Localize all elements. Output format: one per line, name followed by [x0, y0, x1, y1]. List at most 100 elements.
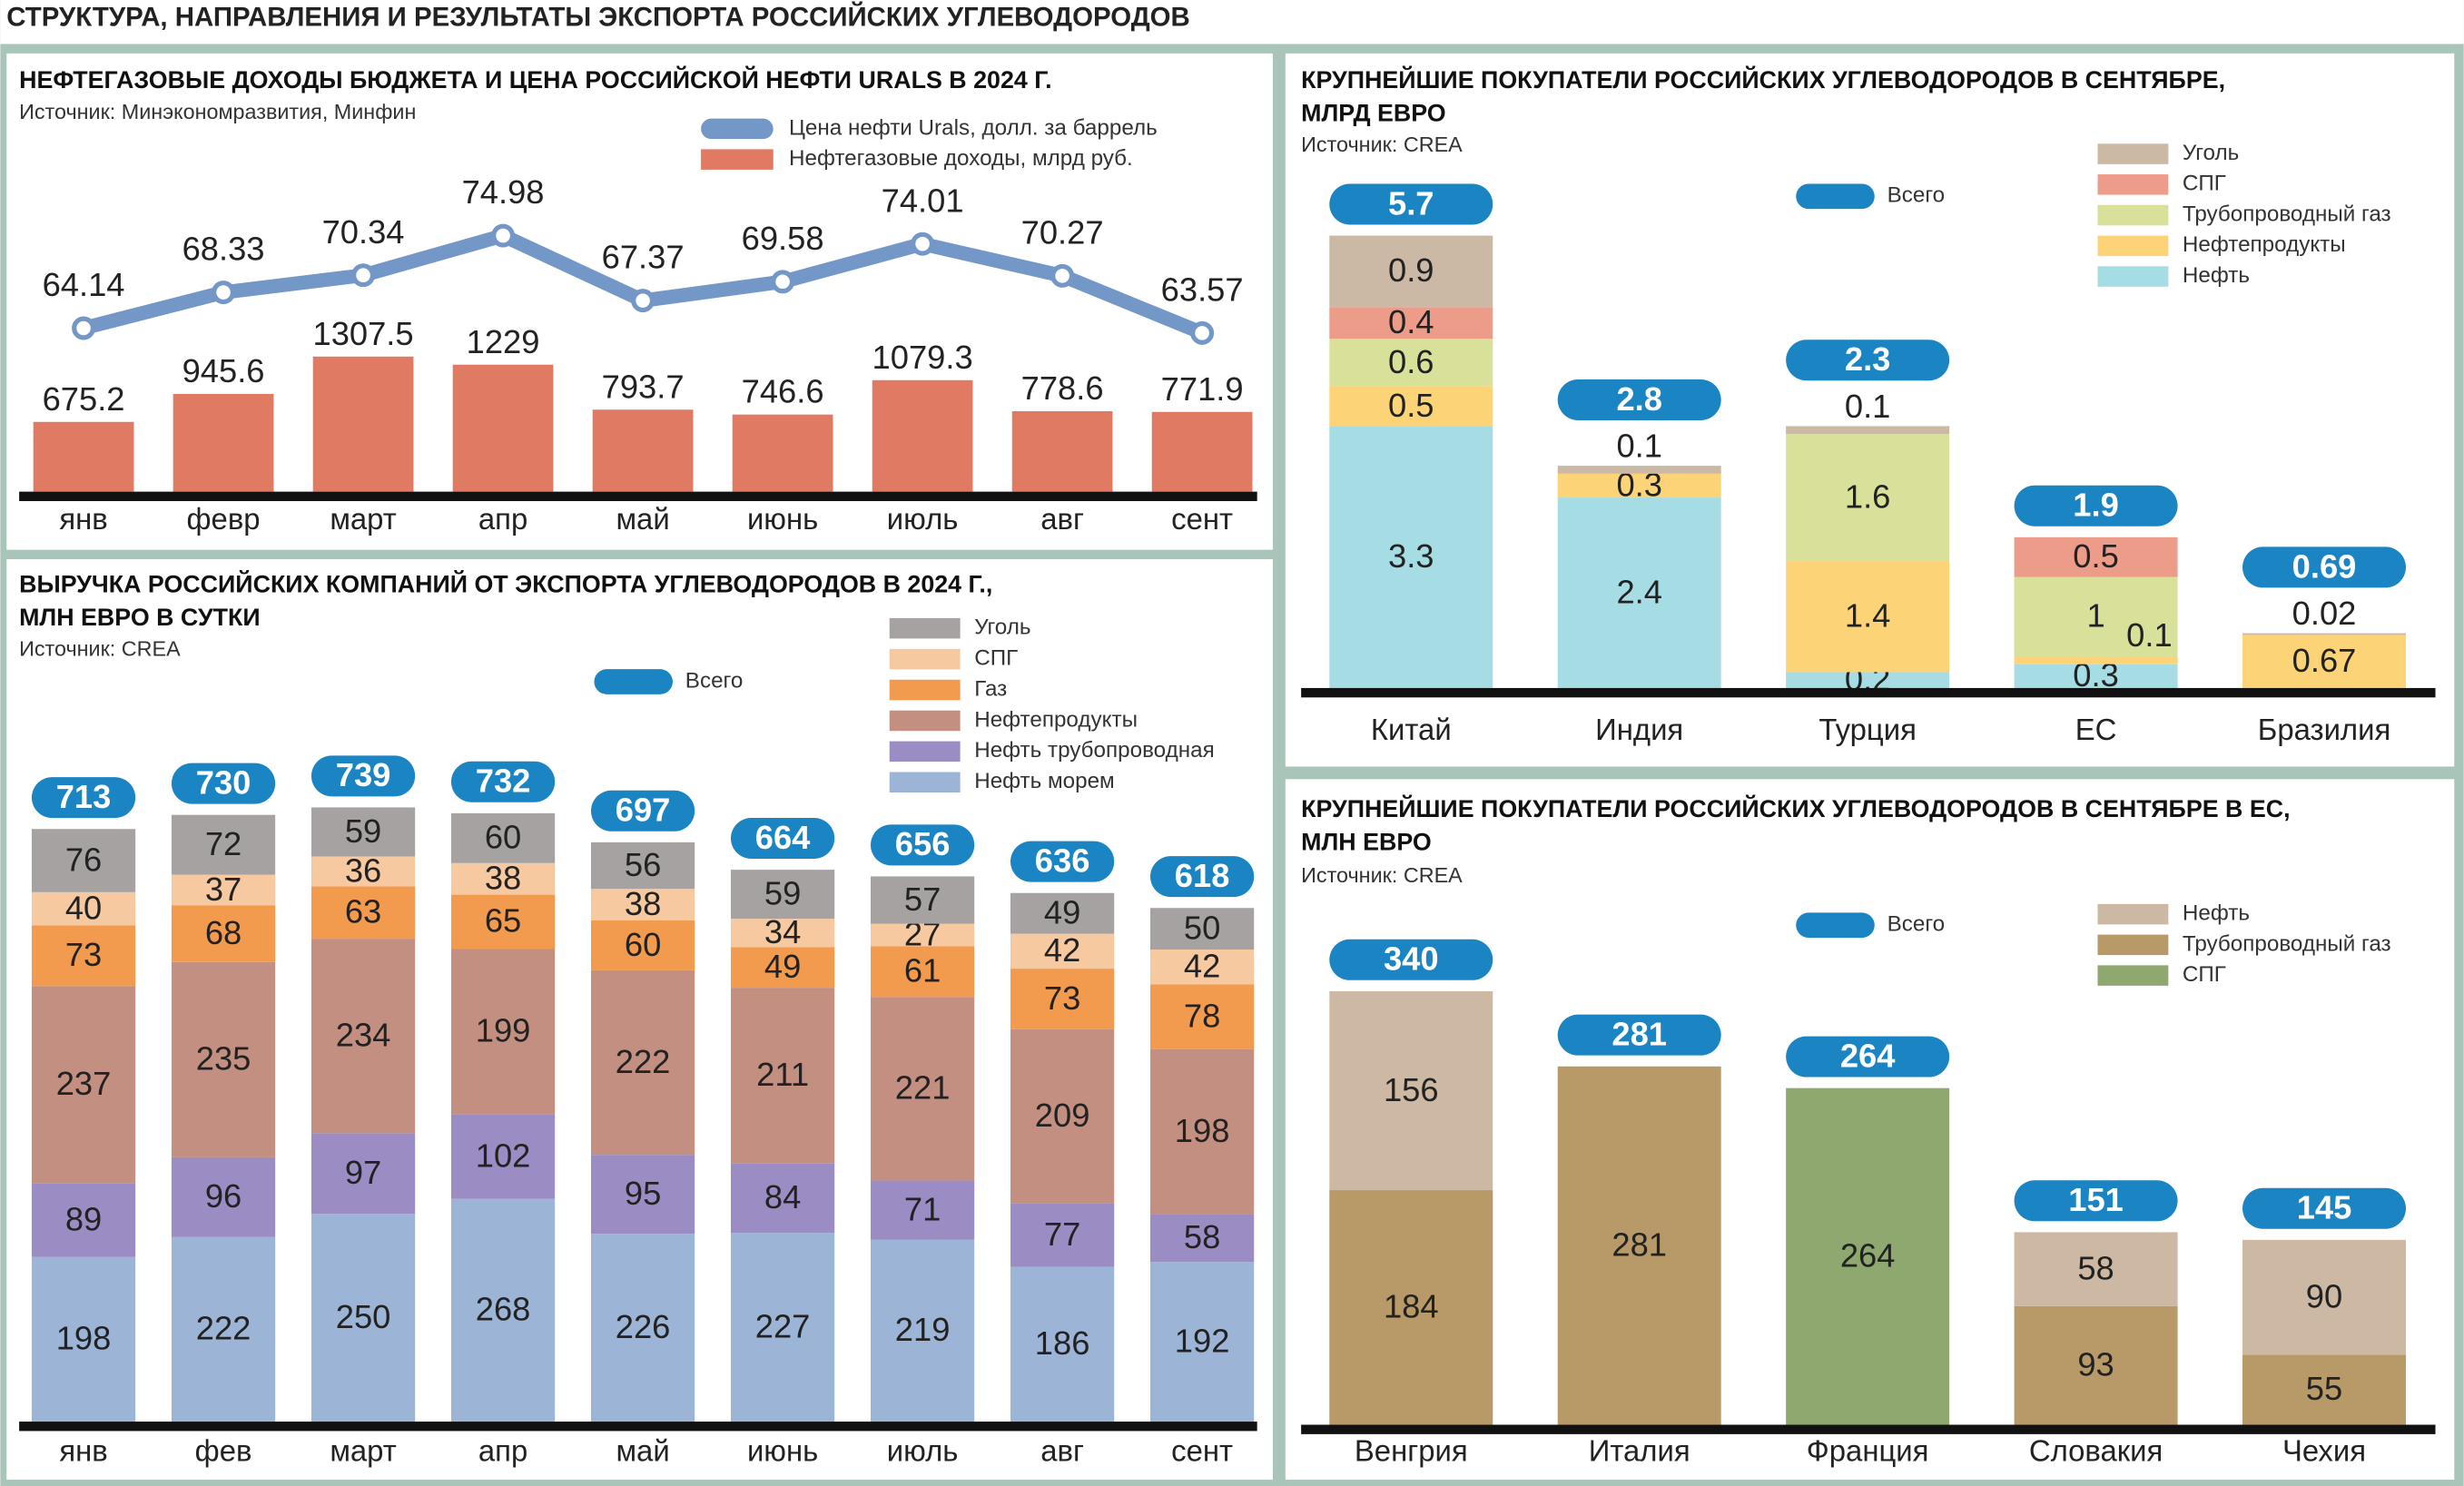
legend-swatch — [2097, 174, 2169, 195]
total-label: 264 — [1840, 1037, 1896, 1074]
source: Источник: CREA — [19, 637, 181, 661]
legend-swatch — [2097, 235, 2169, 257]
legend-label: Цена нефти Urals, долл. за баррель — [789, 115, 1158, 140]
legend-swatch — [2097, 965, 2169, 986]
bar-segment — [2014, 536, 2178, 577]
total-label: 713 — [56, 778, 112, 815]
data-label: 60 — [625, 926, 661, 963]
point — [72, 316, 96, 340]
data-label: 746.6 — [742, 373, 824, 410]
total-label: 732 — [476, 763, 531, 800]
total-label: 697 — [616, 792, 671, 829]
data-label: 49 — [764, 948, 801, 985]
total-label: 2.3 — [1845, 340, 1891, 378]
bar-segment — [1010, 892, 1115, 934]
x-tick-label: Венгрия — [1355, 1433, 1468, 1467]
bar-segment — [1329, 235, 1493, 308]
bar-segment — [730, 870, 835, 920]
bar-segment — [1557, 473, 1721, 498]
total-badge — [590, 790, 695, 832]
source: Источник: CREA — [1301, 863, 1463, 887]
legend-swatch — [701, 149, 774, 170]
data-label: 37 — [205, 871, 241, 908]
bar-segment — [1010, 1266, 1115, 1422]
data-label: 60 — [485, 819, 521, 856]
point — [631, 289, 655, 313]
legend-label: Нефть — [2183, 901, 2250, 926]
bar-segment — [171, 961, 276, 1157]
bar-segment — [31, 891, 136, 926]
x-tick-label: авг — [1040, 502, 1084, 536]
bar-segment — [590, 1155, 695, 1235]
data-label: 1079.3 — [872, 339, 973, 376]
data-label: 38 — [625, 885, 661, 922]
data-label: 97 — [345, 1154, 381, 1191]
legend-swatch — [701, 118, 774, 140]
total-badge — [1557, 1014, 1721, 1056]
data-label: 778.6 — [1021, 369, 1104, 407]
x-tick-label: авг — [1040, 1433, 1084, 1467]
data-label: 70.27 — [1021, 213, 1104, 251]
total-label: 739 — [336, 756, 391, 793]
bar-segment — [590, 889, 695, 920]
source: Источник: CREA — [1301, 133, 1463, 156]
bar-segment — [1557, 466, 1721, 474]
chart-title: КРУПНЕЙШИЕ ПОКУПАТЕЛИ РОССИЙСКИХ УГЛЕВОД… — [1301, 64, 2225, 93]
legend-label: Трубопроводный газ — [2183, 931, 2391, 956]
x-tick-label: Бразилия — [2258, 713, 2391, 746]
data-label: 219 — [895, 1311, 951, 1348]
x-tick-label: Словакия — [2029, 1433, 2163, 1467]
x-tick-label: Чехия — [2282, 1433, 2366, 1467]
data-label: 49 — [1044, 894, 1080, 931]
data-label: 58 — [1184, 1218, 1220, 1255]
data-label: 34 — [764, 913, 801, 950]
total-badge — [1150, 856, 1255, 898]
baseline — [19, 491, 1257, 502]
bar-segment — [450, 1114, 556, 1199]
bar-segment — [2014, 576, 2178, 656]
data-label: 227 — [755, 1307, 811, 1344]
bar-segment — [450, 812, 556, 863]
data-label: 63.57 — [1161, 271, 1244, 308]
total-badge — [2014, 485, 2178, 526]
bar-segment — [450, 1198, 556, 1422]
data-label: 0.4 — [1388, 303, 1434, 340]
data-label: 36 — [345, 851, 381, 889]
x-tick-label: май — [616, 502, 669, 536]
bar-segment — [1786, 561, 1950, 673]
data-label: 199 — [476, 1012, 531, 1049]
total-badge — [730, 818, 835, 860]
data-label: 0.9 — [1388, 251, 1434, 289]
data-label: 57 — [904, 881, 941, 918]
bar-segment — [590, 841, 695, 890]
bar — [1151, 411, 1253, 492]
bar-segment — [2014, 1305, 2178, 1425]
data-label: 793.7 — [602, 368, 685, 405]
data-label: 1.6 — [1845, 477, 1891, 515]
legend-label: СПГ — [2183, 962, 2226, 987]
legend-swatch — [889, 710, 961, 732]
bar-segment — [171, 814, 276, 875]
total-badge — [1786, 1036, 1950, 1078]
bar-segment — [730, 919, 835, 948]
data-label: 268 — [476, 1291, 531, 1328]
bar-segment — [310, 856, 416, 887]
x-tick-label: фев — [195, 1433, 252, 1467]
total-label: 281 — [1611, 1016, 1667, 1053]
x-tick-label: апр — [478, 1433, 527, 1467]
bar-segment — [870, 1239, 975, 1422]
legend-swatch — [2097, 143, 2169, 164]
legend-swatch — [1796, 912, 1875, 939]
data-label: 59 — [764, 874, 801, 911]
data-label: 74.98 — [462, 173, 545, 211]
data-label: 235 — [196, 1040, 251, 1078]
chart-title: МЛРД ЕВРО — [1301, 99, 1446, 126]
total-label: 151 — [2068, 1181, 2124, 1218]
bar-segment — [1150, 1214, 1255, 1263]
data-label: 192 — [1175, 1322, 1230, 1359]
bar-segment — [870, 876, 975, 924]
bar-segment — [1786, 434, 1950, 562]
legend-swatch — [889, 617, 961, 639]
bar-segment — [450, 949, 556, 1115]
